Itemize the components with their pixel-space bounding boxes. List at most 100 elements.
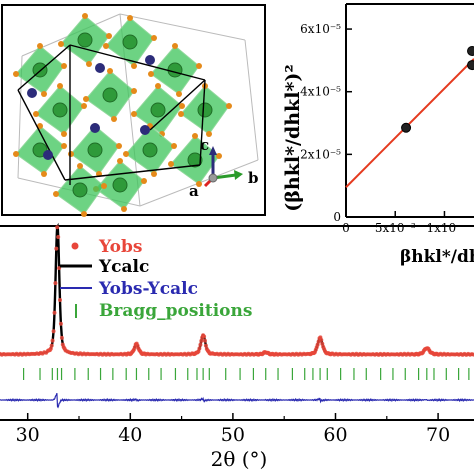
inset-data-point bbox=[467, 45, 474, 56]
difference-line bbox=[0, 392, 474, 409]
oxygen-atom bbox=[61, 63, 67, 69]
yobs-point bbox=[55, 225, 60, 230]
oxygen-atom bbox=[77, 163, 83, 169]
xrd-x-label: 2θ (°) bbox=[211, 447, 268, 471]
inset-y-label: (βhkl*/dhkl*)² bbox=[282, 64, 304, 211]
oxygen-atom bbox=[33, 111, 39, 117]
yobs-point bbox=[58, 298, 62, 302]
yobs-points bbox=[0, 225, 474, 357]
xrd-tick-label: 70 bbox=[426, 424, 450, 446]
inset-x-tick-label: 5x10⁻³ bbox=[375, 221, 416, 235]
oxygen-atom bbox=[86, 61, 92, 67]
oxygen-atom bbox=[226, 103, 232, 109]
oxygen-atom bbox=[176, 91, 182, 97]
inset-y-tick-label: 2x10⁻⁵ bbox=[300, 147, 341, 161]
fit-line bbox=[345, 58, 474, 188]
legend-ycalc-label: Ycalc bbox=[98, 257, 149, 277]
axis-origin bbox=[208, 173, 218, 183]
yobs-point bbox=[319, 338, 324, 342]
yobs-point bbox=[202, 334, 207, 339]
oxygen-atom bbox=[196, 181, 202, 187]
oxygen-atom bbox=[37, 123, 43, 129]
metal-sphere bbox=[167, 62, 183, 78]
legend-yobs-marker bbox=[71, 242, 79, 250]
unit-cell-edge bbox=[149, 79, 206, 131]
oxygen-atom bbox=[82, 13, 88, 19]
bragg-position-ticks bbox=[22, 368, 470, 380]
xrd-tick-label: 60 bbox=[323, 424, 347, 446]
unit-cell-edge bbox=[69, 44, 206, 81]
legend-yobs-label: Yobs bbox=[98, 237, 142, 257]
oxygen-atom bbox=[68, 151, 74, 157]
oxygen-atom bbox=[41, 91, 47, 97]
yobs-point bbox=[197, 346, 202, 351]
inset-data-point bbox=[401, 122, 412, 133]
yobs-point bbox=[198, 342, 203, 347]
yobs-point bbox=[315, 342, 320, 347]
oxygen-atom bbox=[111, 116, 117, 122]
unit-cell-edge bbox=[64, 164, 201, 181]
xrd-pattern-panel: 30 40 50 60 70 2θ (°) Yobs Ycalc Yobs-Ycalc … bbox=[0, 222, 474, 471]
yobs-point bbox=[58, 321, 63, 326]
metal-sphere bbox=[112, 177, 128, 193]
oxygen-atom bbox=[121, 206, 127, 212]
xrd-legend: Yobs Ycalc Yobs-Ycalc Bragg_positions bbox=[60, 237, 252, 321]
legend-diff-label: Yobs-Ycalc bbox=[98, 279, 198, 299]
xrd-tick-label: 50 bbox=[221, 424, 245, 446]
oxygen-atom bbox=[216, 153, 222, 159]
oxygen-atom bbox=[192, 133, 198, 139]
metal-sphere bbox=[102, 87, 118, 103]
yobs-point bbox=[203, 343, 208, 348]
a-site-sphere bbox=[140, 125, 150, 135]
oxygen-atom bbox=[106, 33, 112, 39]
oxygen-atom bbox=[178, 111, 184, 117]
metal-sphere bbox=[142, 142, 158, 158]
yobs-point bbox=[56, 235, 61, 239]
metal-sphere bbox=[77, 32, 93, 48]
difference-curve bbox=[0, 392, 474, 409]
b-axis-arrowhead bbox=[234, 170, 243, 180]
yobs-point bbox=[48, 346, 53, 351]
axis-triad: c b a bbox=[189, 136, 259, 200]
oxygen-atom bbox=[179, 103, 185, 109]
xrd-tick-label: 40 bbox=[118, 424, 142, 446]
a-site-sphere bbox=[145, 55, 155, 65]
oxygen-atom bbox=[117, 158, 123, 164]
yobs-point bbox=[199, 338, 204, 343]
oxygen-atom bbox=[116, 143, 122, 149]
inset-y-tick-label: 4x10⁻⁵ bbox=[300, 85, 341, 99]
oxygen-atom bbox=[58, 41, 64, 47]
metal-sphere bbox=[197, 102, 213, 118]
metal-sphere bbox=[52, 102, 68, 118]
unit-cell-edge bbox=[199, 79, 206, 166]
yobs-point bbox=[50, 338, 55, 343]
crystal-structure-illustration bbox=[13, 13, 259, 217]
cell-edge-grey bbox=[119, 13, 246, 41]
a-site-sphere bbox=[43, 150, 53, 160]
yobs-point bbox=[59, 335, 64, 340]
oxygen-atom bbox=[131, 63, 137, 69]
oxygen-atom bbox=[13, 151, 19, 157]
oxygen-atom bbox=[127, 15, 133, 21]
inset-plot-area bbox=[346, 4, 472, 217]
oxygen-atom bbox=[168, 161, 174, 167]
oxygen-atom bbox=[141, 178, 147, 184]
a-axis-label: a bbox=[189, 182, 199, 200]
crystal-structure-panel: c b a bbox=[1, 4, 266, 217]
legend-bragg-label: Bragg_positions bbox=[99, 301, 252, 321]
oxygen-atom bbox=[155, 83, 161, 89]
oxygen-atom bbox=[101, 183, 107, 189]
yobs-point bbox=[53, 281, 58, 286]
oxygen-atom bbox=[171, 143, 177, 149]
oxygen-atom bbox=[61, 143, 67, 149]
yobs-point bbox=[203, 338, 207, 343]
oxygen-atom bbox=[131, 111, 137, 117]
a-site-sphere bbox=[27, 88, 37, 98]
yobs-point bbox=[51, 329, 56, 334]
c-axis-label: c bbox=[200, 136, 209, 154]
oxygen-atom bbox=[196, 63, 202, 69]
a-site-sphere bbox=[95, 63, 105, 73]
oxygen-atom bbox=[57, 83, 63, 89]
oxygen-atom bbox=[151, 171, 157, 177]
